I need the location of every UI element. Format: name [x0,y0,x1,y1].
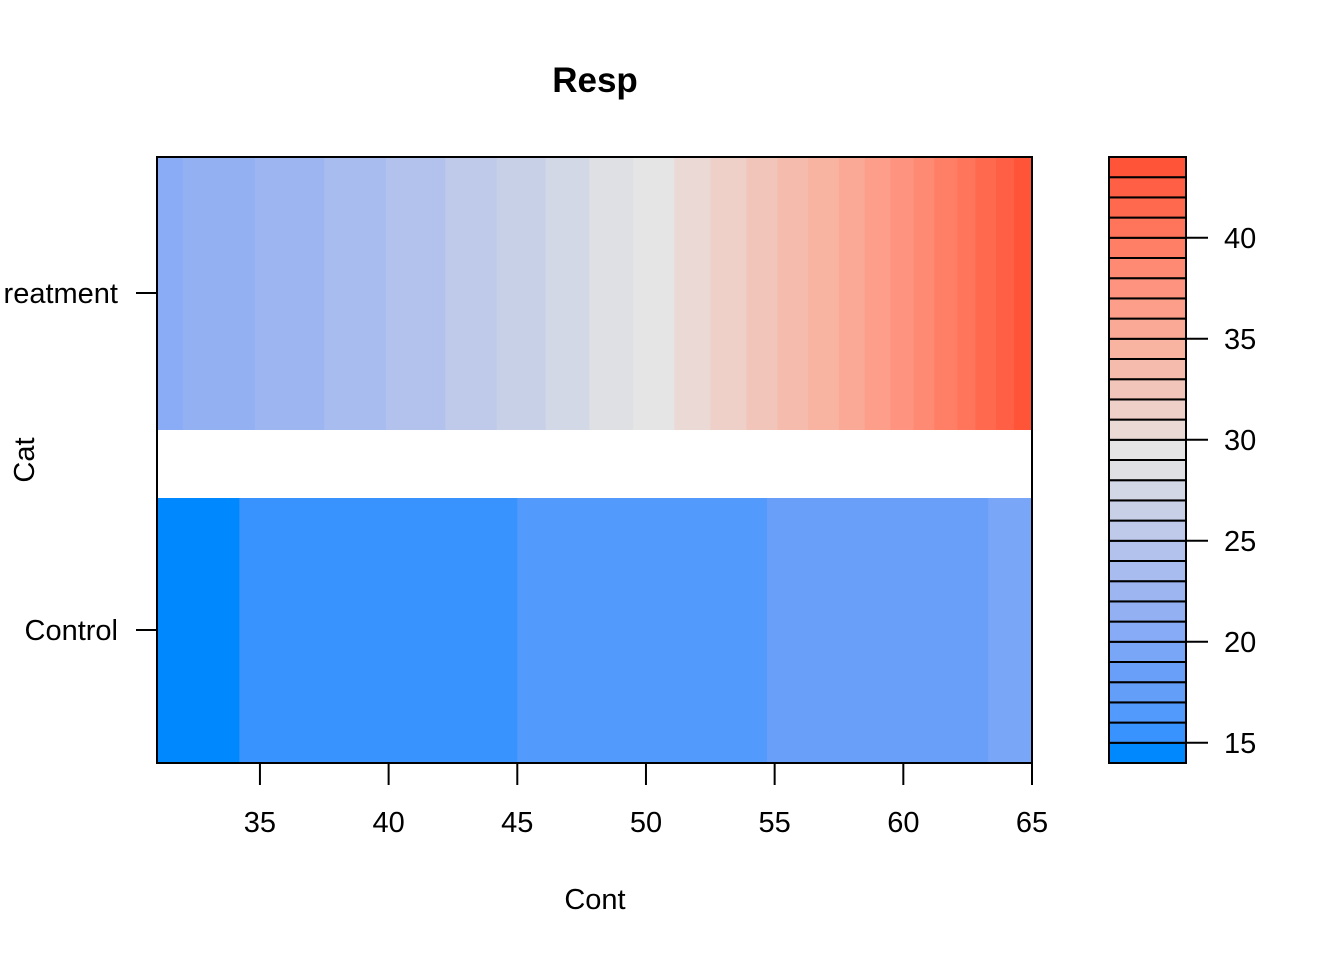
x-tick-label: 60 [887,807,919,839]
color-key-tick-label: 30 [1224,425,1256,457]
heatmap-cell [324,157,387,430]
y-tick-label: reatment [4,278,118,310]
color-key-swatch [1108,600,1187,623]
heatmap-cell [386,157,446,430]
x-axis: 35 40 45 50 55 60 65 [244,763,1048,839]
color-key-swatch [1108,257,1187,280]
heatmap-cell [589,157,634,430]
color-key-tick-label: 40 [1224,223,1256,255]
color-key: 15 20 25 30 35 40 [1108,156,1256,764]
x-axis-label: Cont [564,884,625,916]
color-key-swatch [1108,418,1187,441]
x-tick-label: 40 [372,807,404,839]
color-key-swatch [1108,358,1187,381]
heatmap-cell [864,157,892,430]
heatmap-cells [157,157,1033,763]
color-key-swatch [1108,661,1187,684]
x-tick-label: 35 [244,807,276,839]
heatmap-cell [913,157,935,430]
heatmap-cell [496,157,547,430]
x-tick-label: 65 [1016,807,1048,839]
heatmap-cell [838,157,866,430]
color-key-swatch [1108,701,1187,724]
y-axis-label: Cat [9,437,41,482]
color-key-swatch [1108,519,1187,542]
x-tick-label: 50 [630,807,662,839]
y-tick-label: Control [25,615,119,647]
heatmap-cell [445,157,498,430]
heatmap-cell [777,157,809,430]
heatmap-cell [710,157,747,430]
heatmap-cell [674,157,711,430]
color-key-swatch [1108,741,1187,764]
heatmap-cell [517,498,768,763]
heatmap-cell [746,157,778,430]
color-key-swatch [1108,277,1187,300]
color-key-swatch [1108,398,1187,421]
color-key-swatch [1108,156,1187,179]
heatmap-cell [1013,157,1033,430]
color-key-swatch [1108,216,1187,239]
color-key-tick-label: 35 [1224,324,1256,356]
color-key-swatch [1108,499,1187,522]
heatmap-cell [988,498,1033,763]
color-key-swatch [1108,479,1187,502]
heatmap-cell [157,498,240,763]
heatmap-cell [808,157,840,430]
heatmap-cell [890,157,915,430]
x-tick-label: 45 [501,807,533,839]
heatmap-cell [157,157,184,430]
color-key-swatch [1108,236,1187,260]
color-key-swatch [1108,317,1187,340]
chart-title: Resp [552,61,638,100]
color-key-swatch [1108,459,1187,482]
plot-frame [156,156,1033,764]
heatmap-cell [254,157,325,430]
heatmap-cell [975,157,997,430]
color-key-swatch [1108,620,1187,643]
heatmap-cell [934,157,958,430]
color-key-swatch [1108,176,1187,199]
color-key-swatch [1108,640,1187,663]
heatmap-cell [182,157,256,430]
color-key-swatch [1108,580,1187,603]
color-key-swatch [1108,438,1187,461]
color-key-swatch [1108,297,1187,320]
color-key-swatch [1108,721,1187,744]
y-axis: Control reatment [4,278,157,647]
heatmap-cell [545,157,590,430]
heatmap-cell [239,498,518,763]
color-key-swatch [1108,560,1187,583]
heatmap-cell [633,157,675,430]
heatmap-cell [995,157,1015,430]
heatmap-cell [957,157,976,430]
color-key-swatch [1108,681,1187,704]
x-tick-label: 55 [759,807,791,839]
color-key-swatch [1108,196,1187,219]
color-key-tick-label: 15 [1224,728,1256,760]
color-key-tick-label: 25 [1224,526,1256,558]
color-key-swatch [1108,539,1187,562]
color-key-swatch [1108,337,1187,360]
color-key-tick-label: 20 [1224,627,1256,659]
color-key-swatch [1108,378,1187,401]
heatmap-cell [766,498,989,763]
